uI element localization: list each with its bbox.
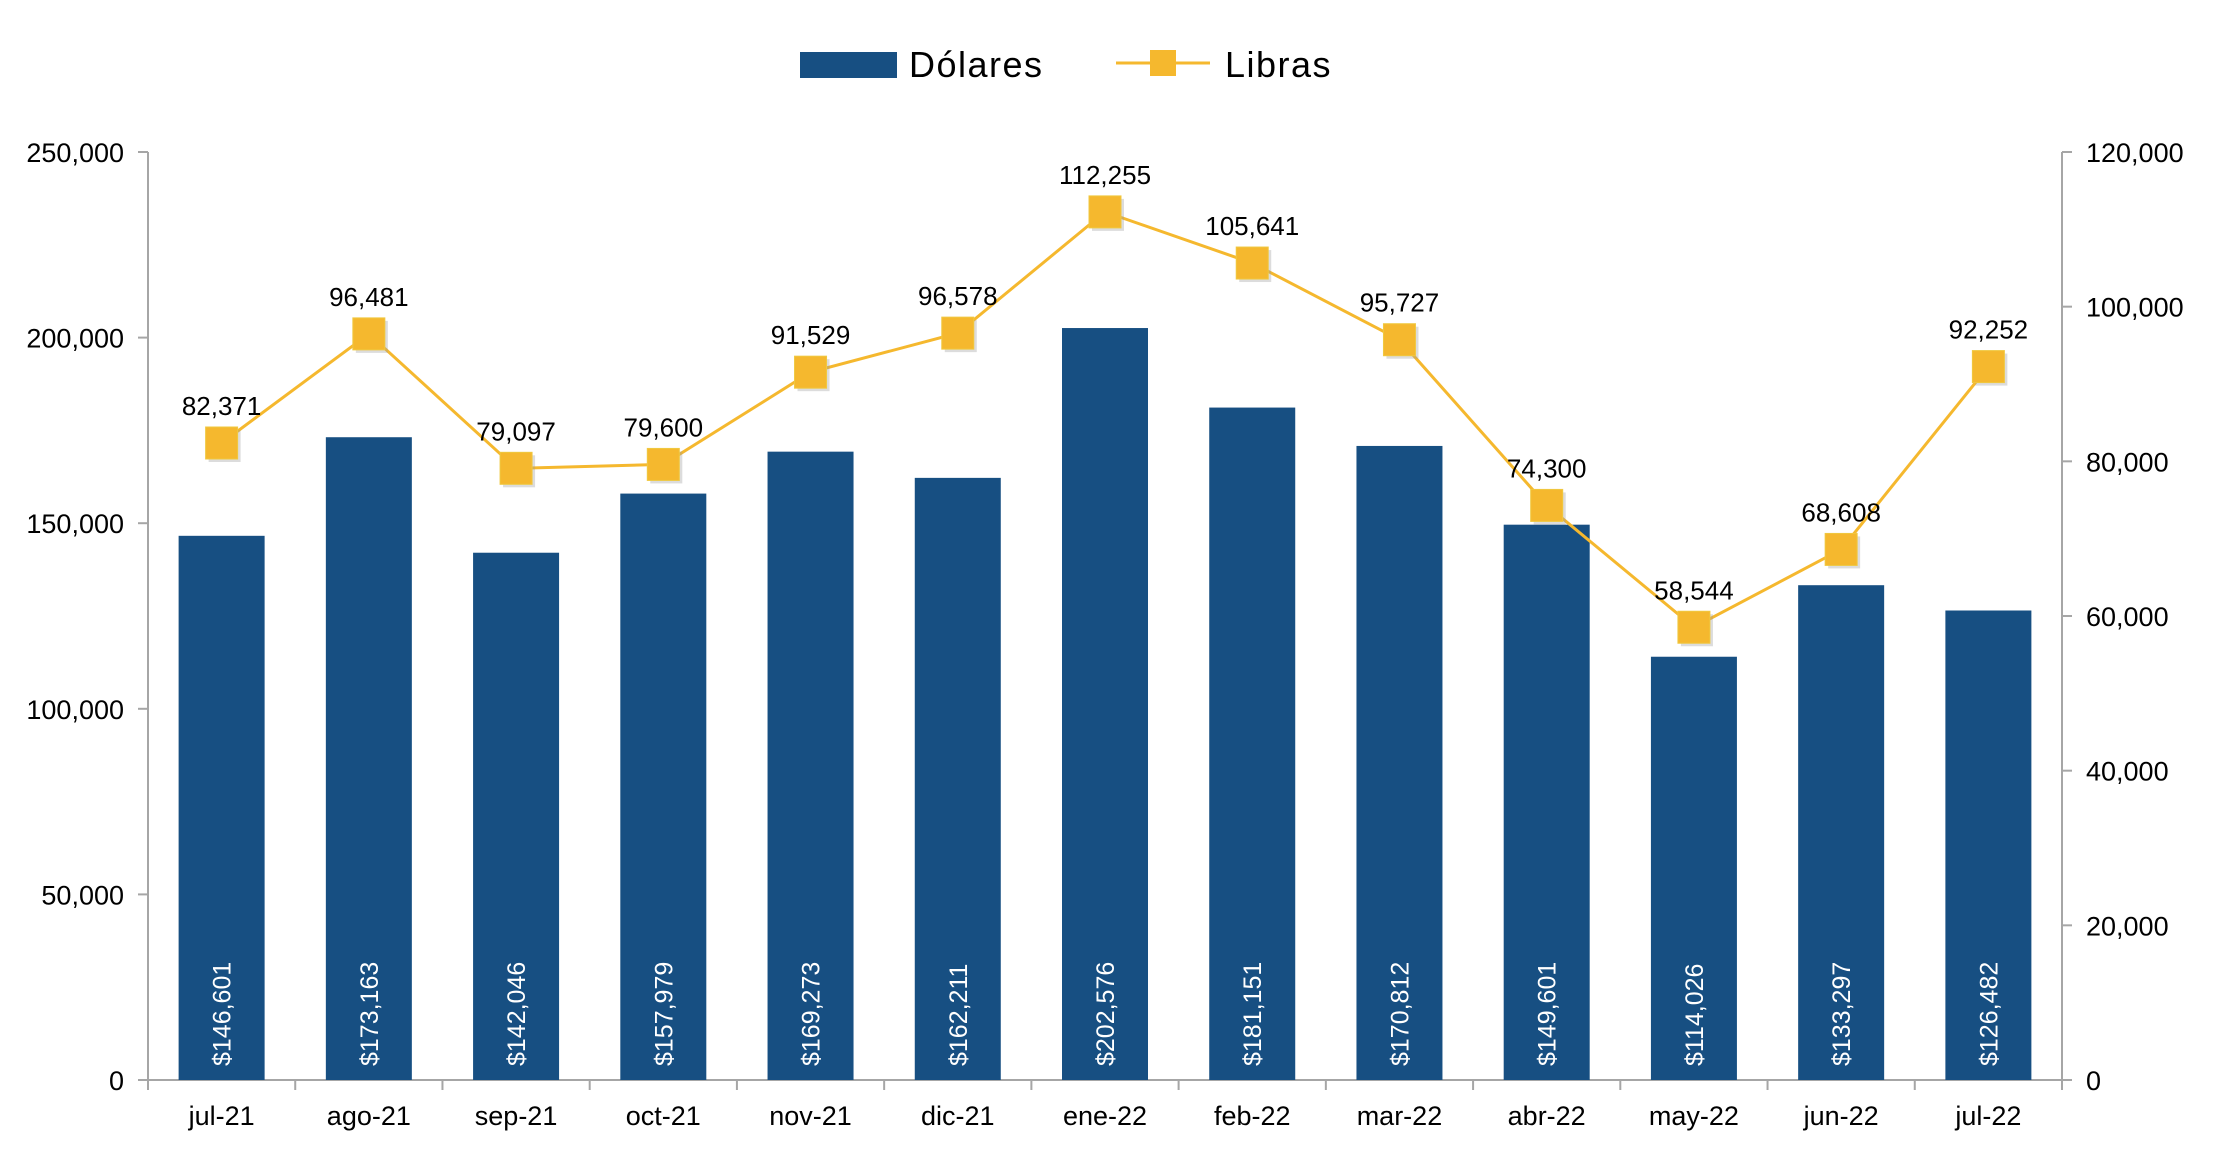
x-tick-label: dic-21 [921,1101,995,1131]
marker-libras [1971,350,2005,384]
x-tick-label: jun-22 [1803,1101,1879,1131]
x-tick-label: oct-21 [626,1101,701,1131]
marker-libras [352,317,386,351]
line-data-label: 96,481 [329,282,409,312]
x-tick-label: may-22 [1649,1101,1739,1131]
legend-label-dolares: Dólares [909,44,1044,85]
x-tick-label: jul-21 [188,1101,255,1131]
marker-libras [205,426,239,460]
x-tick-label: mar-22 [1357,1101,1443,1131]
bar-data-label: $157,979 [650,962,678,1066]
x-tick-label: abr-22 [1508,1101,1586,1131]
line-data-label: 79,600 [624,412,704,442]
marker-libras [499,451,533,485]
bar-dolares [325,437,412,1080]
line-data-label: 95,727 [1360,288,1440,318]
line-data-label: 112,255 [1059,160,1151,190]
line-data-label: 79,097 [476,416,556,446]
y-left-tick-label: 50,000 [41,880,124,910]
line-data-label: 58,544 [1654,575,1734,605]
y-right-tick-label: 100,000 [2086,293,2184,323]
marker-libras [646,447,680,481]
bar-data-label: $170,812 [1386,962,1414,1066]
y-left-tick-label: 100,000 [26,695,124,725]
y-right-tick-label: 0 [2086,1066,2101,1096]
marker-libras [1530,488,1564,522]
bar-dolares [473,552,560,1080]
line-data-label: 91,529 [771,320,851,350]
bar-data-label: $173,163 [356,962,384,1066]
marker-libras [1235,246,1269,280]
y-left-tick-label: 150,000 [26,509,124,539]
bar-data-label: $202,576 [1092,962,1120,1066]
marker-libras [794,355,828,389]
bar-dolares [1356,445,1443,1080]
bar-dolares [1503,524,1590,1080]
y-right-tick-label: 60,000 [2086,602,2169,632]
y-left-tick-label: 0 [109,1066,124,1096]
legend-swatch-dolares [800,52,897,78]
bar-data-label: $169,273 [798,962,826,1066]
line-data-label: 74,300 [1507,453,1587,483]
x-tick-label: ene-22 [1063,1101,1147,1131]
bar-dolares [178,535,265,1080]
x-tick-label: ago-21 [327,1101,411,1131]
bar-data-label: $133,297 [1828,962,1856,1066]
bar-data-label: $146,601 [209,962,237,1066]
line-series-libras: 82,371 96,481 79,097 79,600 91,529 96,578 112,… [182,160,2029,647]
bar-data-label: $114,026 [1681,964,1709,1066]
y-left-tick-label: 200,000 [26,324,124,354]
bar-data-label: $162,211 [945,964,973,1066]
y-right-tick-label: 120,000 [2086,138,2184,168]
y-right-tick-label: 80,000 [2086,447,2169,477]
line-data-label: 92,252 [1949,315,2029,345]
y-right-tick-label: 20,000 [2086,911,2169,941]
bar-data-label: $126,482 [1975,962,2003,1066]
bar-dolares [620,493,707,1081]
bar-data-label: $181,151 [1239,962,1267,1066]
bar-dolares [767,451,854,1080]
bar-dolares [1062,328,1148,1080]
bar-data-label: $149,601 [1534,962,1562,1066]
line-data-label: 105,641 [1205,211,1299,241]
x-tick-label: feb-22 [1214,1101,1291,1131]
y-left-tick-label: 250,000 [26,138,124,168]
line-data-label: 68,608 [1801,497,1881,527]
axes: 0 50,000 100,000 150,000 200,000 250,000 0 20,0… [26,138,2183,1131]
line-data-label: 96,578 [918,281,998,311]
marker-libras [1824,532,1858,566]
legend: Dólares Libras [800,44,1332,85]
bar-dolares [1945,610,2032,1080]
marker-libras [1088,195,1122,229]
x-tick-label: sep-21 [475,1101,558,1131]
bar-dolares [1209,407,1296,1080]
bar-dolares [1650,656,1737,1080]
x-tick-label: nov-21 [769,1101,852,1131]
bar-data-label: $142,046 [503,962,531,1066]
legend-label-libras: Libras [1225,44,1332,85]
bar-dolares [1798,585,1885,1080]
bar-series-dolares: $146,601 $173,163 $142,046 $157,979 $169,273… [178,328,2032,1081]
line-data-label: 82,371 [182,391,262,421]
x-tick-label: jul-22 [1954,1101,2021,1131]
marker-libras [1677,610,1711,644]
y-right-tick-label: 40,000 [2086,757,2169,787]
marker-libras [1382,323,1416,357]
bar-dolares [914,477,1001,1080]
marker-libras [941,316,975,350]
legend-swatch-libras-marker [1150,50,1176,76]
